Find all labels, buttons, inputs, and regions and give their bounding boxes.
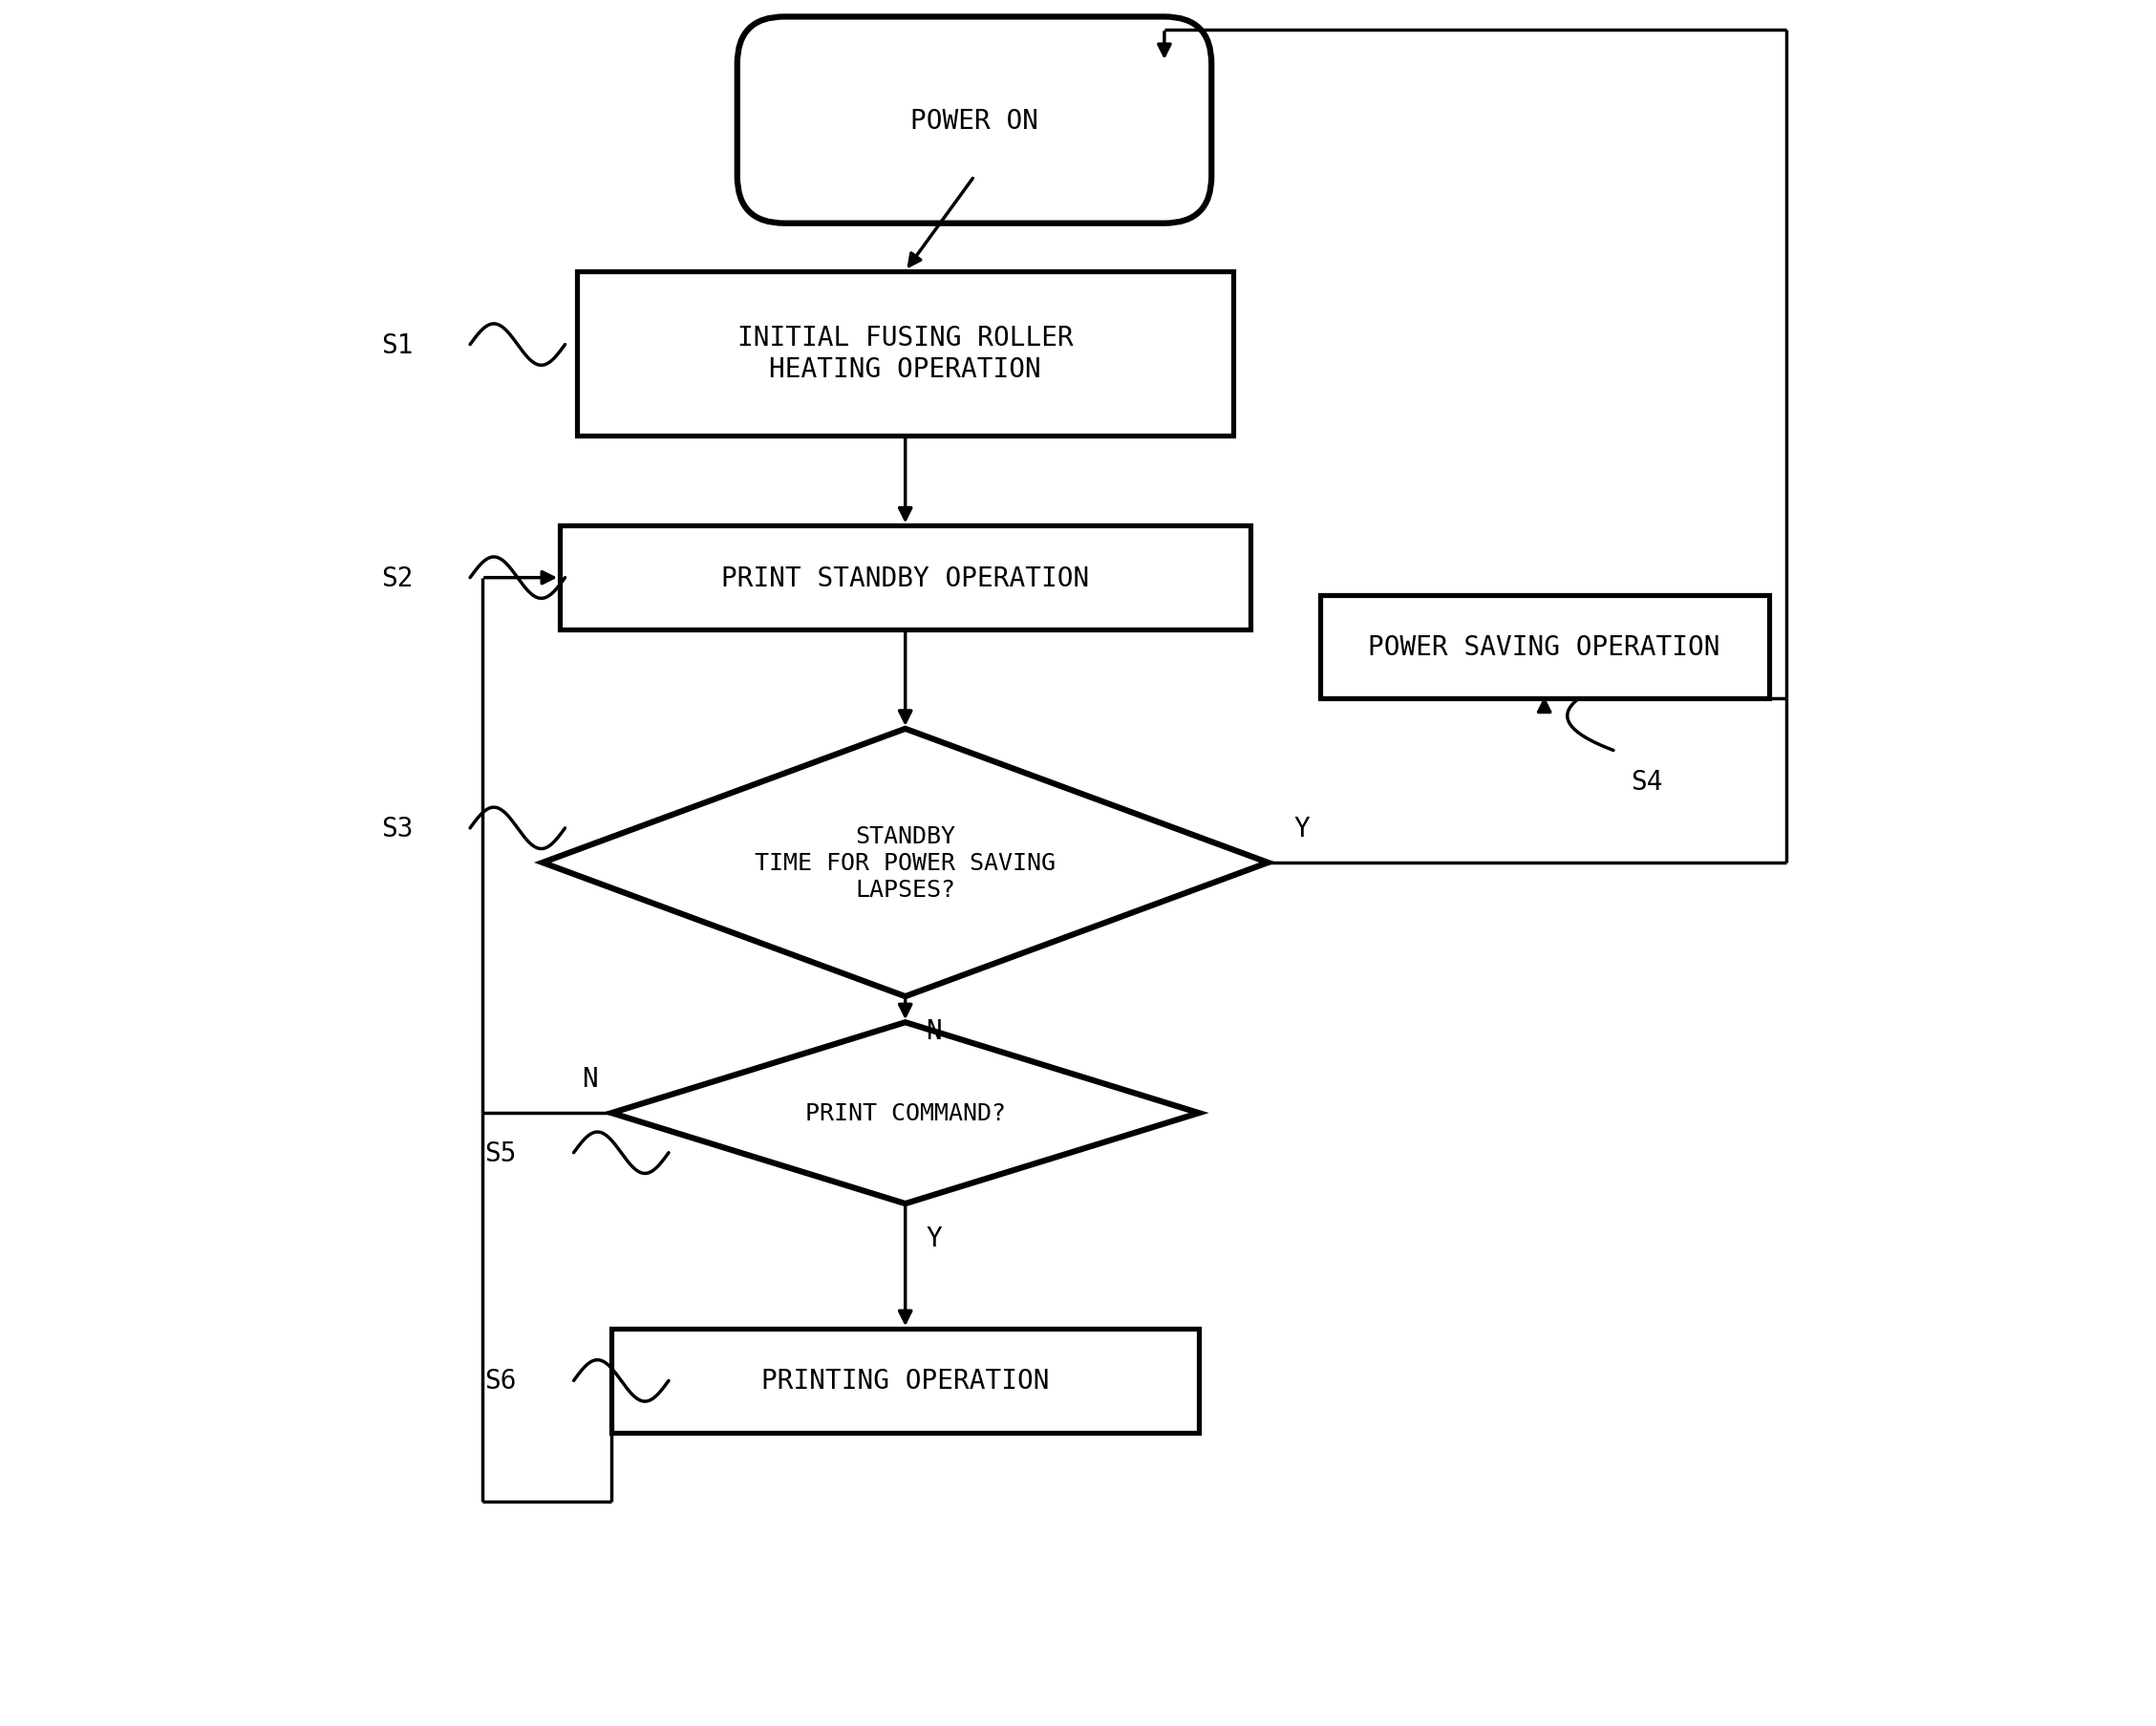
Text: S4: S4 [1630,768,1662,794]
Text: S5: S5 [485,1139,517,1167]
Text: STANDBY
TIME FOR POWER SAVING
LAPSES?: STANDBY TIME FOR POWER SAVING LAPSES? [755,825,1056,901]
Text: N: N [582,1067,597,1093]
Bar [612,1329,1199,1433]
Text: Y: Y [1294,816,1311,842]
FancyBboxPatch shape [737,17,1212,224]
Text: S2: S2 [382,564,414,592]
Bar [561,526,1250,630]
Text: PRINT COMMAND?: PRINT COMMAND? [804,1101,1005,1125]
Text: N: N [927,1018,942,1044]
Polygon shape [543,728,1268,998]
Text: PRINT STANDBY OPERATION: PRINT STANDBY OPERATION [722,564,1089,592]
Text: S1: S1 [382,331,414,359]
Text: S6: S6 [485,1367,517,1395]
Text: POWER SAVING OPERATION: POWER SAVING OPERATION [1369,633,1720,661]
Text: PRINTING OPERATION: PRINTING OPERATION [761,1367,1050,1395]
Bar [578,271,1233,435]
Text: INITIAL FUSING ROLLER
HEATING OPERATION: INITIAL FUSING ROLLER HEATING OPERATION [737,324,1074,383]
Text: S3: S3 [382,815,414,842]
Bar [1319,595,1768,699]
Text: Y: Y [927,1225,942,1251]
Polygon shape [612,1022,1199,1205]
Text: POWER ON: POWER ON [910,107,1039,135]
